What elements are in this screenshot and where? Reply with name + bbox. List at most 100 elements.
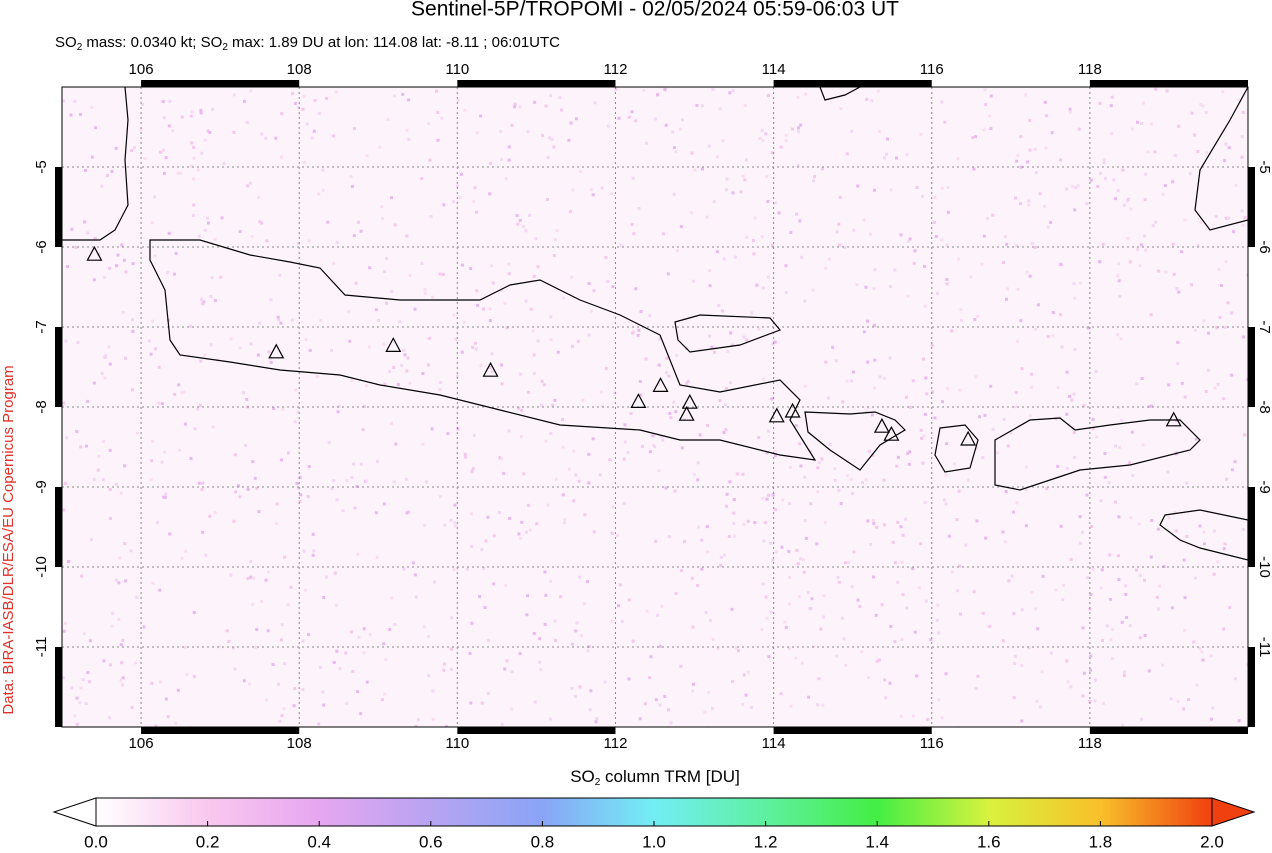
colorbar-tick-label: 0.4 [307,832,331,851]
coast-bali [804,411,906,471]
title: Sentinel-5P/TROPOMI - 02/05/2024 05:59-0… [411,0,899,21]
y-tick-label-left: -6 [33,240,50,253]
frame-bar [141,727,300,734]
frame-bar [1248,647,1255,727]
frame-bar [1089,727,1248,734]
y-tick-label-left: -11 [33,637,50,658]
volcanoes [86,245,1182,446]
frame-bar [55,647,62,727]
frame-bar [1089,80,1248,87]
map-border [61,86,1249,728]
frame-bar [773,80,932,87]
x-tick-label-bottom: 112 [604,735,628,752]
map-frame [55,80,1255,734]
y-tick-label-right: -9 [1256,480,1272,493]
map-background [62,87,1248,727]
volcano [652,377,669,392]
frame-bar [55,327,62,407]
colorbar-label: SO2 column TRM [DU] [570,767,740,787]
colorbar-tick-label: 1.0 [642,832,666,851]
x-tick-label-top: 108 [287,61,312,78]
colorbar-tick-label: 2.0 [1200,832,1224,851]
y-tick-label-right: -7 [1256,320,1272,333]
volcano [1165,411,1182,427]
colorbar-tick-label: 1.4 [865,832,889,851]
y-tick-label-left: -9 [33,480,50,493]
x-tick-label-bottom: 110 [445,735,469,752]
subtitle-part: mass: 0.0340 kt; SO [82,34,222,51]
colorbar-tick-label: 0.8 [531,832,555,851]
volcano [630,393,647,408]
x-tick-label-top: 116 [920,61,944,78]
coast-kalimantan [1194,87,1248,231]
grid [62,87,1248,727]
volcano [678,405,695,421]
x-tick-label-top: 118 [1078,61,1102,78]
frame-bar [1248,327,1255,407]
frame-bar [457,727,616,734]
subtitle-sub: 2 [222,42,228,53]
frame-bar [55,487,62,567]
so2-field [62,87,1248,727]
volcano [385,337,402,352]
credit: Data: BIRA-IASB/DLR/ESA/EU Copernicus Pr… [0,365,17,714]
frame-bar [773,727,932,734]
subtitle-part: max: 1.89 DU at lon: 114.08 lat: -8.11 ;… [228,34,560,51]
coast-sumatra [62,87,129,241]
x-tick-label-bottom: 106 [129,735,154,752]
coast-lombok [934,424,979,473]
colorbar-tick-label: 1.6 [977,832,1001,851]
volcano [873,417,890,433]
coast-madura [674,314,782,353]
y-tick-label-left: -5 [33,160,50,173]
frame-bar [1248,167,1255,247]
coastlines [62,87,1248,561]
colorbar-tick-label: 0.2 [196,832,220,851]
frame-bar [141,80,300,87]
colorbar-min-arrow [52,797,97,827]
x-tick-label-top: 114 [762,61,786,78]
volcano [86,245,103,261]
frame-bar [55,167,62,247]
x-tick-label-bottom: 114 [762,735,786,752]
coast-java [149,239,817,461]
colorbar-label-part: column TRM [DU] [600,767,740,786]
y-tick-label-left: -8 [33,400,50,413]
colorbar-tick-label: 0.0 [84,832,108,851]
colorbar-label-part: SO [570,767,595,786]
y-tick-label-right: -10 [1256,556,1272,578]
subtitle-part: SO [55,34,77,51]
y-tick-label-right: -6 [1256,240,1272,253]
frame-bar [1248,487,1255,567]
subtitle-sub: 2 [77,42,83,53]
x-tick-label-bottom: 118 [1078,735,1102,752]
volcano [268,343,285,359]
y-tick-label-right: -8 [1256,400,1272,413]
frame-bar [457,80,616,87]
x-tick-label-top: 110 [445,61,469,78]
y-tick-label-right: -5 [1256,160,1272,173]
colorbar-tick-label: 1.2 [754,832,778,851]
volcano [883,425,900,441]
x-tick-label-bottom: 116 [920,735,944,752]
volcano [960,430,977,446]
y-tick-label-left: -10 [33,556,50,578]
x-tick-label-bottom: 108 [287,735,312,752]
volcano [482,361,499,377]
coast-island [819,87,861,101]
colorbar-tick-label: 1.8 [1089,832,1113,851]
colorbar-tick-label: 0.6 [419,832,443,851]
volcano [784,402,801,418]
x-tick-label-top: 112 [604,61,628,78]
volcano [768,407,785,423]
y-tick-label-left: -7 [33,320,50,333]
volcano [681,393,698,409]
colorbar-max-arrow [1211,797,1256,827]
colorbar: 0.0 0.2 0.4 0.6 0.8 1.0 1.2 1.4 1.6 1.8 2.0 [52,797,1256,851]
coast-sumba [1159,509,1248,561]
subtitle: SO2 mass: 0.0340 kt; SO2 max: 1.89 DU at… [55,34,560,53]
coast-sumbawa [994,417,1201,491]
x-tick-label-top: 106 [129,61,154,78]
colorbar-label-sub: 2 [595,777,601,788]
